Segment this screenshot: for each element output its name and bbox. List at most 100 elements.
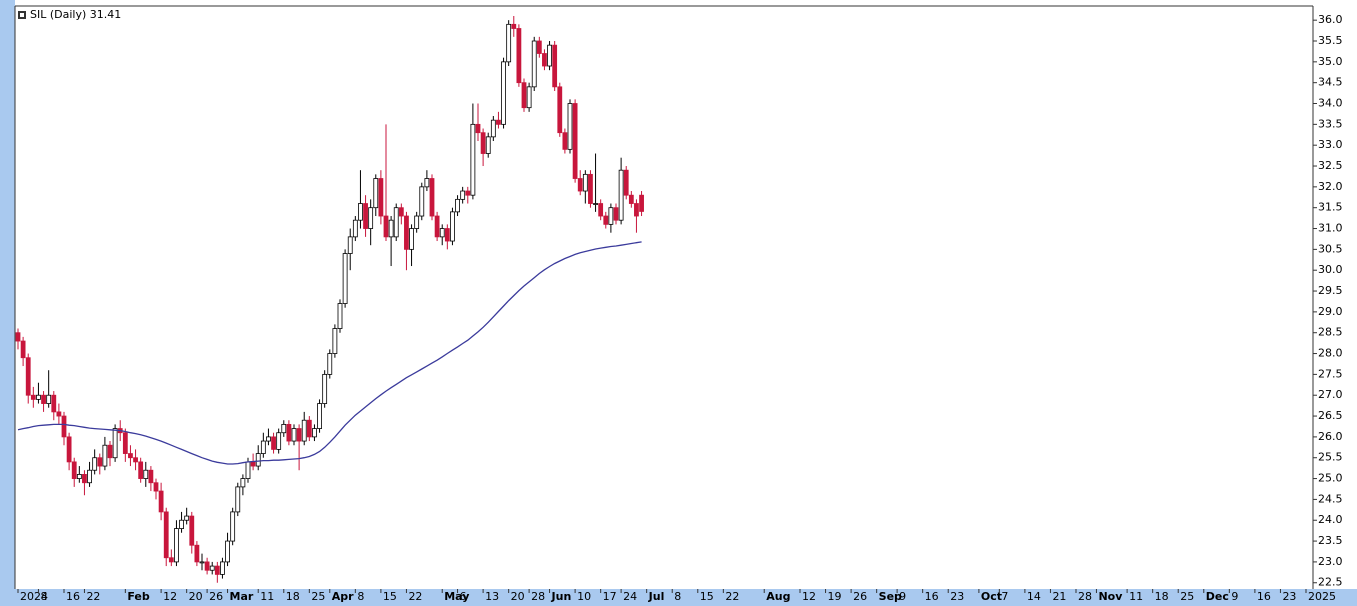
y-tick-label: 34.5 xyxy=(1318,76,1343,89)
left-strip xyxy=(0,0,15,606)
x-tick-label: 25 xyxy=(1180,590,1194,603)
candle-body xyxy=(383,215,389,238)
candle-body xyxy=(194,544,200,563)
candle-body xyxy=(36,394,41,400)
y-tick-label: 27.5 xyxy=(1318,367,1343,380)
x-tick-label: 2024 xyxy=(20,590,48,603)
candle-body xyxy=(332,328,338,354)
x-tick-label: 12 xyxy=(802,590,816,603)
x-tick-label: 26 xyxy=(209,590,223,603)
y-tick-label: 26.5 xyxy=(1318,409,1343,422)
x-tick-label: 28 xyxy=(1078,590,1092,603)
y-tick-label: 30.5 xyxy=(1318,242,1343,255)
x-tick-label: Jun xyxy=(551,590,572,603)
candle-body xyxy=(404,215,409,250)
x-tick-label: Nov xyxy=(1098,590,1123,603)
y-tick-label: 23.5 xyxy=(1318,534,1343,547)
candle-body xyxy=(393,207,399,238)
y-tick-label: 32.0 xyxy=(1318,180,1343,193)
candle-body xyxy=(480,132,486,154)
candle-body xyxy=(204,561,210,571)
candle-body xyxy=(603,215,609,225)
candle-body xyxy=(450,211,455,242)
candle-body xyxy=(613,207,619,221)
candle-body xyxy=(577,178,583,192)
candle-body xyxy=(30,394,36,400)
candle-body xyxy=(501,61,506,125)
candle-body xyxy=(567,103,573,150)
candle-body xyxy=(572,103,578,179)
y-tick-label: 25.0 xyxy=(1318,472,1343,485)
candle-body xyxy=(593,203,598,205)
candle-body xyxy=(634,203,639,217)
x-tick-label: 14 xyxy=(1027,590,1041,603)
x-tick-label: 15 xyxy=(700,590,714,603)
x-tick-label: 11 xyxy=(260,590,274,603)
candle-body xyxy=(409,228,414,250)
candle-body xyxy=(286,423,292,442)
candle-body xyxy=(358,203,363,221)
candle-body xyxy=(153,482,159,492)
x-tick-label: 16 xyxy=(925,590,939,603)
candle-body xyxy=(639,194,644,212)
x-tick-label: 28 xyxy=(531,590,545,603)
x-tick-label: 23 xyxy=(1282,590,1296,603)
x-tick-label: 11 xyxy=(1129,590,1143,603)
candle-body xyxy=(122,432,128,454)
candle-body xyxy=(485,136,491,154)
candle-body xyxy=(623,169,629,196)
candle-body xyxy=(429,178,435,217)
candle-body xyxy=(15,332,21,342)
candle-body xyxy=(71,461,77,479)
y-tick-label: 28.5 xyxy=(1318,326,1343,339)
y-tick-label: 34.0 xyxy=(1318,97,1343,110)
candle-body xyxy=(368,207,374,229)
y-tick-label: 27.0 xyxy=(1318,388,1343,401)
candle-body xyxy=(209,565,215,571)
candle-body xyxy=(516,28,522,84)
candle-body xyxy=(66,436,72,463)
candle-body xyxy=(618,169,624,221)
candle-body xyxy=(128,453,133,459)
candle-body xyxy=(327,353,333,375)
ticker-icon xyxy=(18,11,26,19)
candle-body xyxy=(184,515,190,521)
candle-body xyxy=(92,457,98,471)
x-tick-label: 18 xyxy=(1155,590,1169,603)
x-tick-label: 21 xyxy=(1052,590,1066,603)
candle-body xyxy=(220,561,225,575)
candle-body xyxy=(189,515,195,546)
candle-body xyxy=(531,40,537,88)
candle-body xyxy=(148,469,154,484)
candle-body xyxy=(255,453,261,467)
candle-body xyxy=(460,190,466,200)
candle-body xyxy=(490,119,496,138)
y-tick-label: 23.0 xyxy=(1318,555,1343,568)
candle-body xyxy=(526,86,532,109)
candle-body xyxy=(582,173,588,192)
x-tick-label: 17 xyxy=(603,590,617,603)
candle-body xyxy=(51,394,57,413)
candle-body xyxy=(306,419,312,438)
candle-body xyxy=(322,373,328,404)
candle-body xyxy=(439,228,445,238)
x-tick-label: 6 xyxy=(460,590,467,603)
x-tick-label: 22 xyxy=(86,590,100,603)
moving-average xyxy=(17,241,642,465)
x-tick-label: 19 xyxy=(828,590,842,603)
x-tick-label: 8 xyxy=(357,590,364,603)
candle-body xyxy=(547,44,552,67)
y-tick-label: 35.5 xyxy=(1318,34,1343,47)
x-tick-label: 26 xyxy=(853,590,867,603)
candle-body xyxy=(56,411,62,417)
candle-body xyxy=(347,236,353,254)
candle-body xyxy=(25,357,31,396)
y-tick-label: 28.0 xyxy=(1318,347,1343,360)
x-tick-label: Feb xyxy=(127,590,150,603)
candle-body xyxy=(398,207,404,217)
candle-body xyxy=(199,561,205,564)
candle-body xyxy=(138,461,144,479)
y-tick-label: 26.0 xyxy=(1318,430,1343,443)
x-tick-label: 16 xyxy=(66,590,80,603)
x-tick-label: 8 xyxy=(674,590,681,603)
